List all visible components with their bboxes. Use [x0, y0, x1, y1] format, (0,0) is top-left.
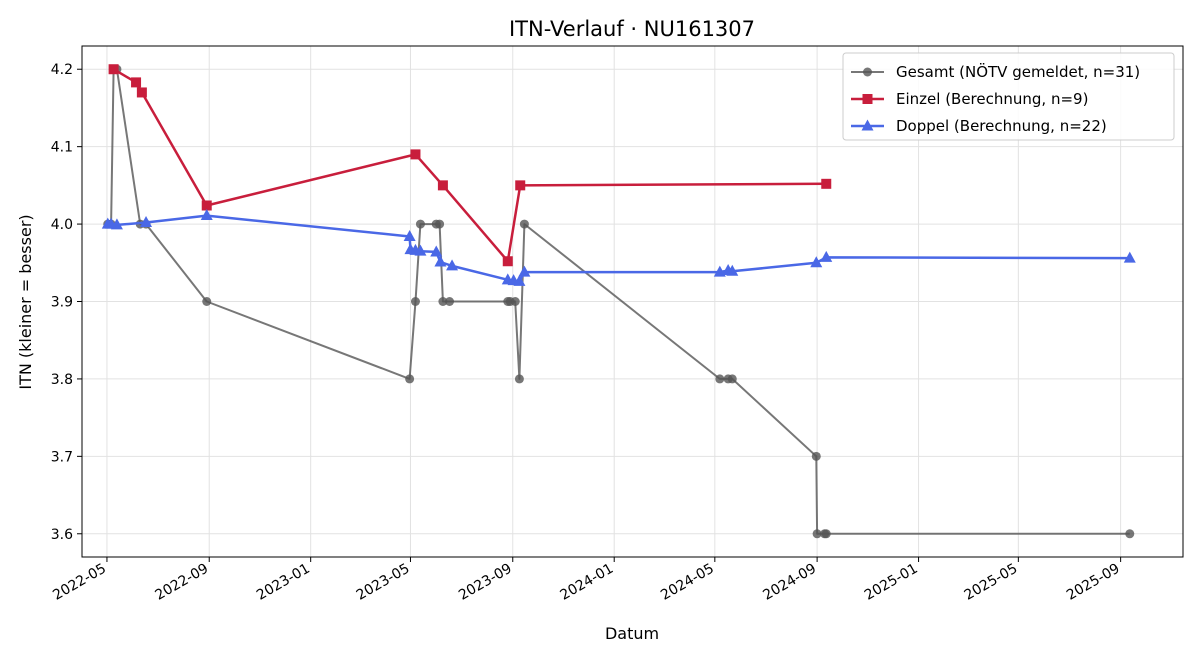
legend-label: Gesamt (NÖTV gemeldet, n=31)	[896, 62, 1140, 81]
data-point-doppel	[446, 259, 459, 271]
series-layer	[101, 64, 1136, 539]
data-point-gesamt	[519, 219, 529, 229]
data-point-doppel	[820, 250, 833, 262]
y-tick-label: 4.0	[51, 217, 73, 233]
y-tick-label: 4.2	[51, 62, 73, 78]
legend: Gesamt (NÖTV gemeldet, n=31) Einzel (Bere…	[842, 52, 1175, 141]
data-point-doppel	[513, 274, 526, 286]
legend-entry-einzel: Einzel (Berechnung, n=9)	[851, 90, 1088, 108]
tick-layer: 3.6 3.7 3.8 3.9 4.0 4.1 4.2 2022-05 2022-09 2023-…	[50, 62, 1122, 603]
data-point-doppel	[810, 256, 823, 268]
grid-layer	[82, 46, 1183, 557]
data-point-doppel	[200, 209, 213, 221]
data-point-einzel	[515, 180, 526, 191]
x-tick-label: 2024-01	[558, 561, 617, 604]
data-point-einzel	[437, 180, 448, 191]
data-point-einzel	[108, 64, 119, 75]
chart-title: ITN-Verlauf · NU161307	[509, 17, 755, 41]
data-point-einzel	[201, 200, 212, 211]
x-tick-label: 2023-05	[354, 561, 413, 604]
data-point-einzel	[821, 178, 832, 189]
legend-label: Einzel (Berechnung, n=9)	[896, 90, 1088, 108]
data-point-einzel	[131, 77, 142, 88]
x-tick-label: 2024-09	[760, 561, 819, 604]
legend-label: Doppel (Berechnung, n=22)	[896, 117, 1107, 135]
legend-swatch-marker	[862, 94, 873, 104]
legend-box	[842, 52, 1175, 141]
series-einzel	[108, 64, 832, 267]
y-tick-label: 3.7	[51, 449, 73, 465]
y-axis-label: ITN (kleiner = besser)	[16, 214, 35, 389]
data-point-doppel	[414, 244, 427, 256]
data-point-einzel	[136, 87, 147, 98]
x-tick-label: 2022-05	[50, 561, 109, 604]
x-tick-label: 2022-09	[153, 561, 212, 604]
data-point-einzel	[410, 149, 421, 160]
data-point-gesamt	[445, 297, 455, 306]
data-point-doppel	[140, 216, 153, 228]
x-tick-label: 2025-05	[962, 561, 1021, 604]
data-point-doppel	[110, 218, 123, 230]
data-point-gesamt	[415, 219, 425, 229]
series-doppel	[101, 209, 1136, 286]
data-point-doppel	[403, 229, 416, 241]
data-point-gesamt	[510, 297, 520, 306]
x-tick-label: 2023-09	[456, 561, 515, 604]
y-tick-label: 3.9	[51, 295, 73, 311]
legend-entry-doppel: Doppel (Berechnung, n=22)	[851, 117, 1107, 135]
x-tick-label: 2023-01	[254, 561, 313, 604]
x-tick-label: 2025-09	[1064, 561, 1123, 604]
data-point-gesamt	[821, 529, 831, 539]
y-tick-label: 3.6	[51, 527, 73, 543]
data-point-gesamt	[514, 374, 524, 384]
data-point-gesamt	[811, 451, 821, 461]
data-point-gesamt	[438, 297, 448, 306]
y-tick-label: 3.8	[51, 372, 73, 388]
data-point-gesamt	[435, 219, 445, 229]
legend-entry-gesamt: Gesamt (NÖTV gemeldet, n=31)	[851, 62, 1140, 81]
x-tick-label: 2025-01	[862, 561, 921, 604]
legend-swatch-marker	[861, 119, 874, 131]
data-point-gesamt	[812, 529, 822, 539]
data-point-gesamt	[727, 374, 737, 384]
data-point-einzel	[502, 256, 513, 267]
data-point-gesamt	[410, 297, 420, 306]
data-point-doppel	[430, 245, 443, 257]
data-point-gesamt	[1125, 529, 1135, 539]
data-point-gesamt	[405, 374, 415, 384]
data-point-doppel	[726, 264, 739, 276]
data-point-doppel	[434, 255, 447, 267]
x-tick-label: 2024-05	[658, 561, 717, 604]
x-axis-label: Datum	[605, 624, 659, 643]
series-line-doppel	[107, 214, 1130, 283]
data-point-doppel	[1123, 251, 1136, 263]
data-point-doppel	[518, 265, 531, 277]
legend-swatch-marker	[863, 67, 872, 77]
data-point-gesamt	[202, 297, 212, 306]
y-tick-label: 4.1	[51, 140, 73, 156]
data-point-gesamt	[715, 374, 725, 384]
series-line-einzel	[112, 68, 827, 263]
